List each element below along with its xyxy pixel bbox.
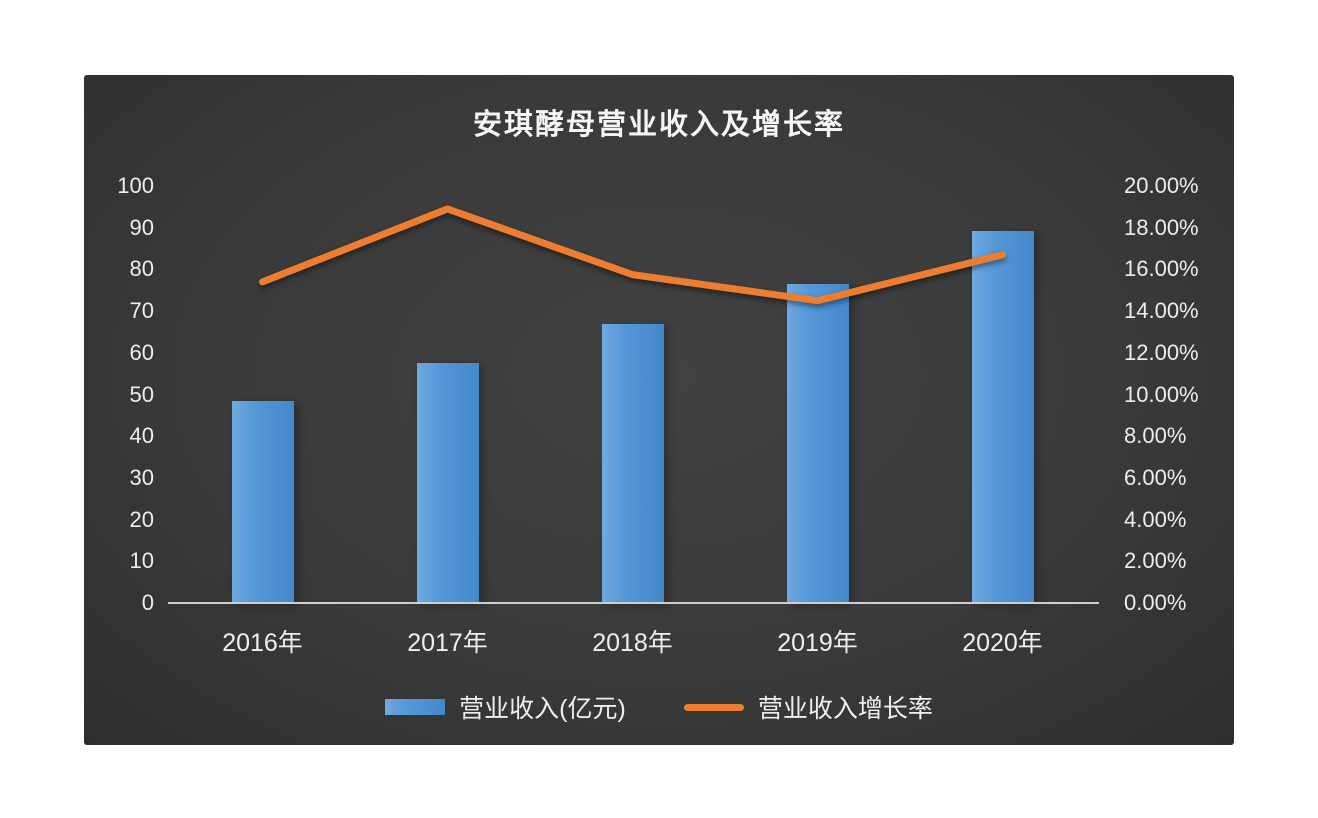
right-axis-tick-label: 4.00% [1124, 506, 1187, 532]
left-axis-tick-label: 50 [129, 381, 154, 407]
right-axis-tick-label: 10.00% [1124, 381, 1199, 407]
x-axis-label: 2017年 [407, 629, 488, 657]
revenue-bar [416, 362, 479, 603]
left-axis-tick-label: 70 [129, 298, 154, 324]
right-axis-tick-label: 2.00% [1124, 548, 1187, 574]
left-axis-tick-label: 30 [129, 464, 154, 490]
x-axis-label: 2019年 [777, 629, 858, 657]
right-axis-tick-label: 8.00% [1124, 423, 1187, 449]
legend-label-growth: 营业收入增长率 [757, 695, 933, 723]
growth-line-layer [259, 205, 1006, 305]
left-axis-tick-label: 20 [129, 506, 154, 532]
left-axis-tick-label: 60 [129, 339, 154, 365]
legend-bar-swatch-icon [385, 699, 446, 715]
revenue-bar [601, 324, 664, 603]
revenue-bar [971, 230, 1034, 603]
right-axis-tick-label: 16.00% [1124, 256, 1199, 282]
x-axis-label: 2020年 [962, 629, 1043, 657]
left-axis-tick-label: 0 [141, 590, 154, 615]
revenue-bar [231, 401, 294, 603]
legend-item-growth: 营业收入增长率 [683, 689, 933, 725]
right-axis-tick-label: 12.00% [1124, 339, 1199, 365]
left-axis-tick-label: 40 [129, 423, 154, 449]
growth-rate-line [259, 205, 1006, 305]
bar-series [170, 186, 1095, 603]
left-axis-tick-label: 10 [129, 548, 154, 574]
left-axis-tick-label: 80 [129, 256, 154, 282]
right-axis-tick-label: 14.00% [1124, 298, 1199, 324]
x-axis-label: 2018年 [592, 629, 673, 657]
legend-item-revenue: 营业收入(亿元) [385, 689, 626, 725]
legend-label-revenue: 营业收入(亿元) [459, 695, 626, 723]
right-axis-tick-label: 0.00% [1124, 590, 1187, 615]
x-axis-line [168, 602, 1099, 604]
legend-line-swatch-icon [683, 703, 744, 711]
revenue-bar [786, 284, 849, 603]
right-axis-tick-label: 6.00% [1124, 464, 1187, 490]
chart-title: 安琪酵母营业收入及增长率 [472, 109, 845, 141]
chart-area: 安琪酵母营业收入及增长率 0 10 20 30 40 50 60 70 80 90 100 0.00… [84, 75, 1234, 745]
left-axis-tick-label: 90 [129, 214, 154, 240]
right-axis-tick-label: 18.00% [1124, 214, 1199, 240]
left-axis-tick-label: 100 [117, 173, 154, 198]
x-axis-label: 2016年 [222, 629, 303, 657]
legend: 营业收入(亿元) 营业收入增长率 [84, 689, 1234, 725]
right-axis-tick-label: 20.00% [1124, 173, 1199, 198]
